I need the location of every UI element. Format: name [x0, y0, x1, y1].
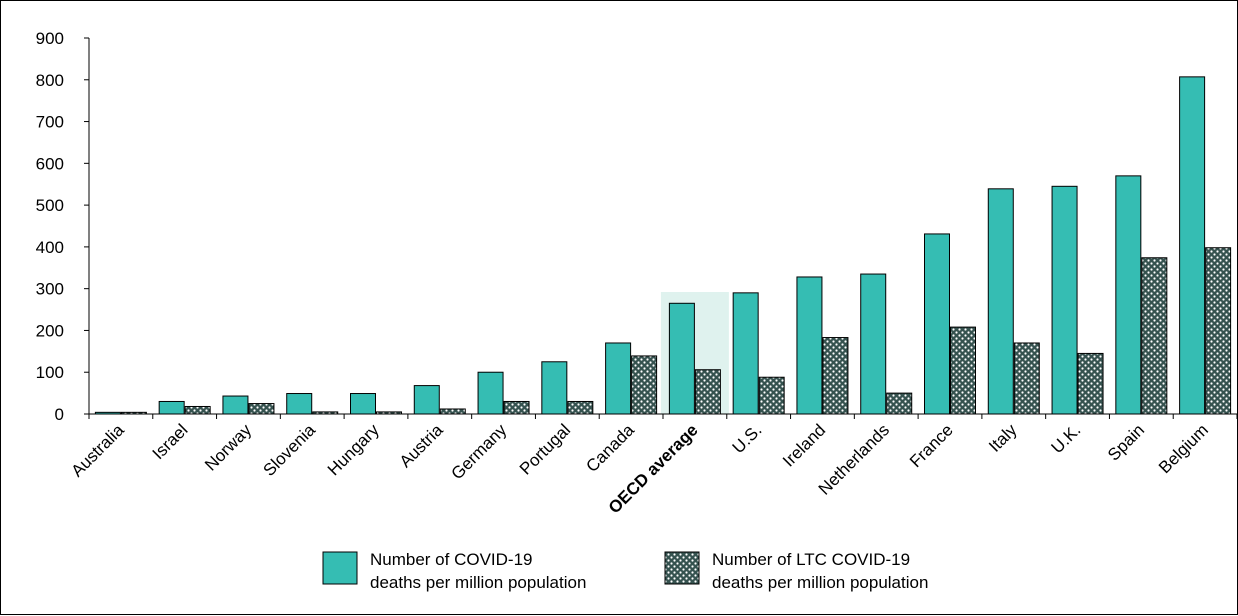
y-tick-label: 800	[36, 71, 64, 90]
y-axis-ticks: 0 100 200 300 400 500 600 700 800 900	[36, 29, 89, 424]
bar-ltc-deaths-italy	[1013, 342, 1040, 415]
x-category-label: Norway	[201, 420, 256, 475]
y-tick-label: 0	[55, 405, 64, 424]
bar-ltc-deaths-netherlands	[886, 392, 913, 415]
bar-ltc-deaths-ireland	[822, 337, 849, 415]
bar-covid-deaths-oecd-average	[668, 302, 695, 415]
bar-ltc-deaths-israel	[184, 405, 211, 415]
bar-covid-deaths-germany	[477, 371, 504, 415]
bar-ltc-deaths-oecd-average	[694, 369, 721, 415]
x-category-label: Canada	[582, 420, 638, 476]
legend-label: deaths per million population	[370, 573, 586, 592]
bar-ltc-deaths-austria	[439, 408, 466, 415]
bar-covid-deaths-ireland	[796, 276, 823, 415]
y-tick-label: 600	[36, 154, 64, 173]
bar-covid-deaths-norway	[222, 395, 249, 415]
legend-swatch-ltc-deaths	[664, 551, 700, 585]
bar-covid-deaths-portugal	[541, 361, 568, 415]
bar-ltc-deaths-spain	[1141, 257, 1168, 415]
x-category-label: Ireland	[779, 420, 829, 470]
legend-label: Number of LTC COVID-19	[712, 550, 910, 569]
bar-ltc-deaths-belgium	[1205, 247, 1232, 415]
bar-covid-deaths-hungary	[350, 393, 376, 415]
x-category-label: Italy	[985, 420, 1021, 456]
y-tick-label: 300	[36, 280, 64, 299]
bar-ltc-deaths-germany	[503, 400, 530, 415]
y-tick-label: 400	[36, 238, 64, 257]
bar-covid-deaths-u-s-	[732, 292, 759, 415]
bar-covid-deaths-slovenia	[286, 393, 313, 415]
bar-covid-deaths-france	[924, 233, 950, 415]
bar-ltc-deaths-norway	[248, 403, 275, 415]
bar-covid-deaths-netherlands	[860, 273, 887, 415]
bar-ltc-deaths-canada	[631, 355, 658, 415]
bar-covid-deaths-spain	[1115, 175, 1142, 415]
x-category-label: Portugal	[516, 420, 574, 478]
y-tick-label: 900	[36, 29, 64, 48]
x-category-label: France	[906, 420, 957, 471]
bar-ltc-deaths-portugal	[567, 400, 594, 415]
x-axis-labels: Australia Israel Norway Slovenia Hungary Aust…	[68, 414, 1238, 517]
y-tick-label: 700	[36, 113, 64, 132]
y-tick-label: 100	[36, 363, 64, 382]
bar-ltc-deaths-u-k-	[1077, 352, 1104, 415]
x-category-label: U.K.	[1048, 420, 1085, 457]
bar-covid-deaths-israel	[158, 400, 185, 415]
legend-label: deaths per million population	[712, 573, 928, 592]
x-category-label: Belgium	[1155, 420, 1212, 477]
bar-covid-deaths-canada	[605, 342, 632, 415]
legend: Number of COVID-19 deaths per million pop…	[322, 550, 928, 592]
y-tick-label: 500	[36, 196, 64, 215]
x-category-label: Hungary	[324, 420, 383, 479]
y-tick-label: 200	[36, 321, 64, 340]
bar-ltc-deaths-france	[950, 326, 976, 415]
bar-covid-deaths-u-k-	[1051, 185, 1078, 415]
legend-label: Number of COVID-19	[370, 550, 533, 569]
bar-covid-deaths-belgium	[1179, 76, 1206, 415]
x-category-label: Spain	[1104, 420, 1148, 464]
bars-layer	[94, 76, 1232, 415]
x-category-label: Austria	[396, 420, 447, 471]
bar-covid-deaths-austria	[413, 385, 440, 415]
legend-swatch-covid-deaths	[322, 551, 358, 585]
x-category-label: Israel	[149, 420, 192, 463]
bar-ltc-deaths-u-s-	[758, 376, 785, 415]
x-category-label: Slovenia	[259, 420, 319, 480]
x-category-label: U.S.	[729, 420, 766, 457]
x-category-label: Germany	[448, 420, 511, 483]
bar-covid-deaths-italy	[987, 188, 1014, 415]
x-category-label: Australia	[68, 420, 129, 481]
